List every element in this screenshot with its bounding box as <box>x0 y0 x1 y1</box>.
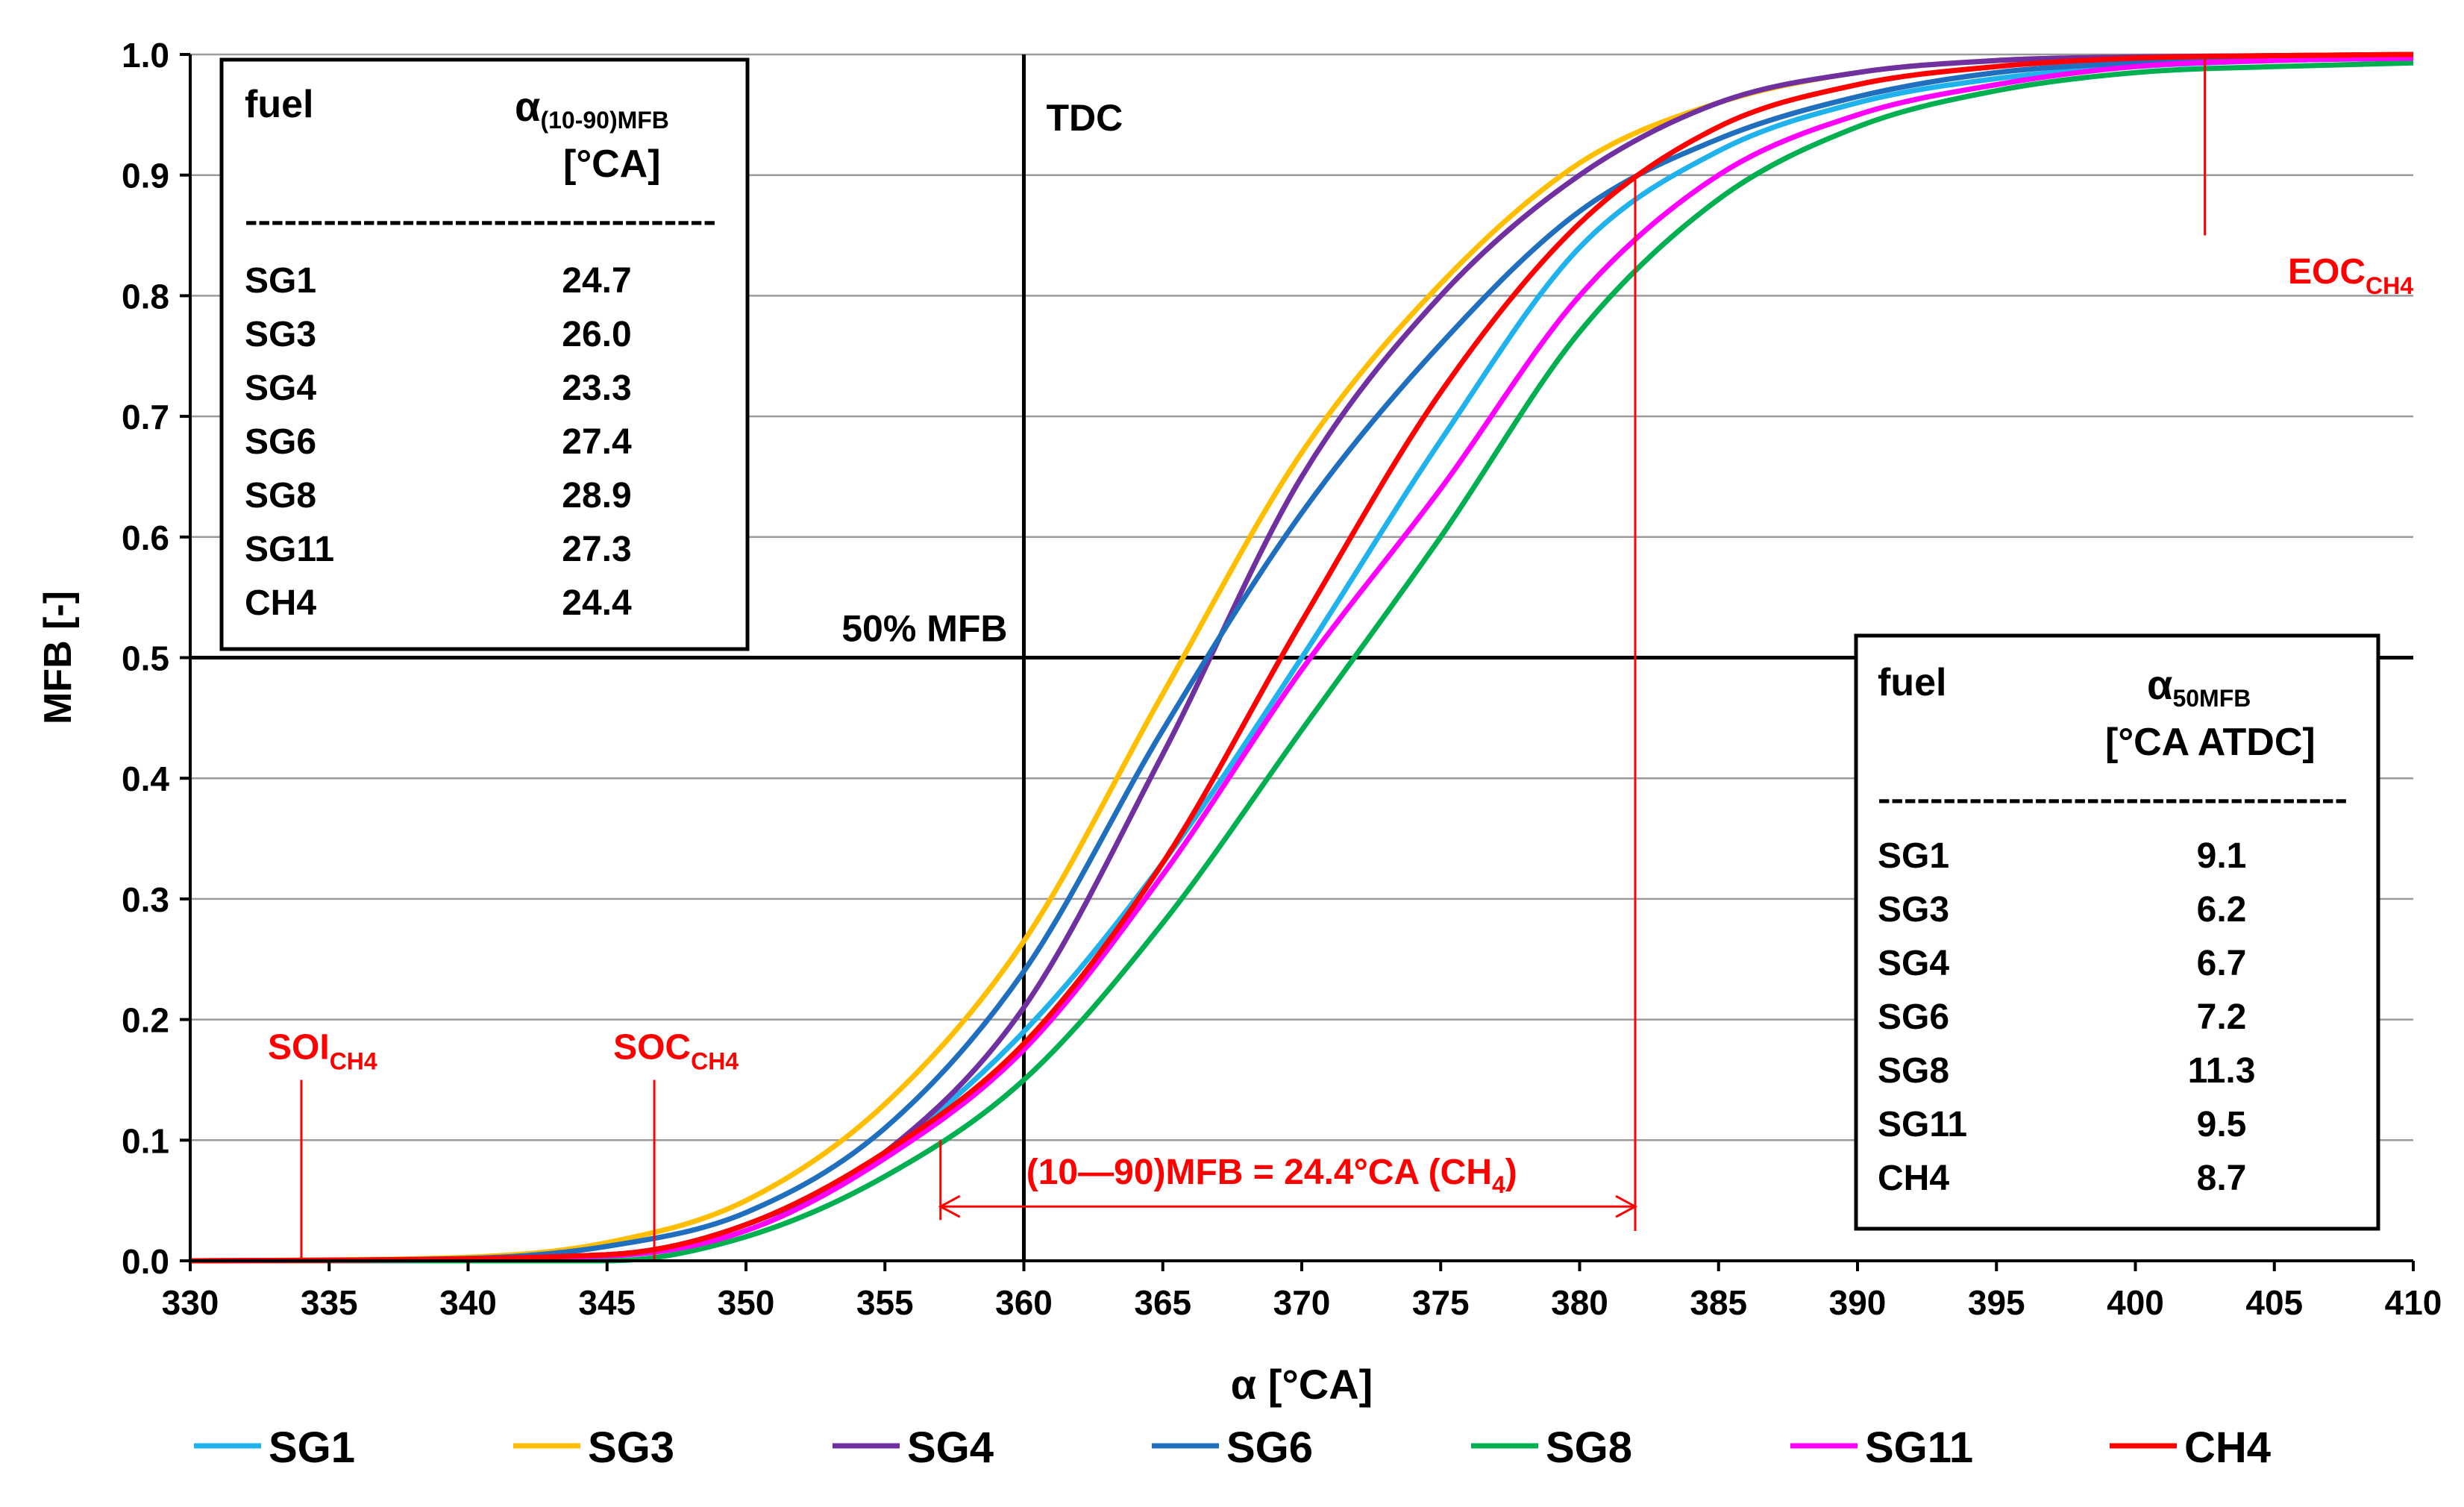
mfb50-table: fuel α50MFB [°CA ATDC] -----------------… <box>1854 633 2380 1231</box>
y-axis-ticks: 0.0 0.1 0.2 0.3 0.4 0.5 0.6 0.7 0.8 0.9 1.0 <box>122 36 190 1281</box>
x-tick-label: 355 <box>856 1283 914 1322</box>
duration-value-cell: 23.3 <box>562 369 631 408</box>
duration-table: fuel α(10-90)MFB [°CA] -----------------… <box>219 57 750 651</box>
series-line-ch4 <box>189 51 2414 1264</box>
mfb50-value-cell: 8.7 <box>2197 1159 2247 1198</box>
duration-value-cell: 24.7 <box>562 261 631 301</box>
x-tick-label: 330 <box>162 1283 219 1322</box>
mfb50-table-box <box>1854 633 2380 1231</box>
legend-label-sg1: SG1 <box>269 1423 355 1472</box>
mfb50-fuel-cell: SG3 <box>1878 890 1949 930</box>
series-line-sg6 <box>189 53 2414 1264</box>
duration-fuel-cell: CH4 <box>245 583 316 623</box>
mfb50-fuel-cell: SG1 <box>1878 836 1949 876</box>
mfb50-divider: ------------------------------------ <box>1878 780 2348 817</box>
mfb50-header-fuel: fuel <box>1878 661 1946 704</box>
duration-value-cell: 27.4 <box>562 422 632 462</box>
x-tick-label: 410 <box>2385 1283 2442 1322</box>
duration-table-box <box>219 57 750 651</box>
duration-fuel-cell: SG11 <box>245 530 334 569</box>
x-tick-label: 385 <box>1690 1283 1747 1322</box>
range-arrow-left-head <box>938 1194 961 1218</box>
x-tick-label: 370 <box>1273 1283 1331 1322</box>
range-label: (10—90)MFB = 24.4°CA (CH4) <box>1026 1153 1517 1198</box>
y-tick-label: 0.8 <box>122 277 169 316</box>
mfb50-header-unit: [°CA ATDC] <box>2105 721 2316 764</box>
mfb50-value-cell: 11.3 <box>2188 1051 2256 1091</box>
eoc-label: EOCCH4 <box>2288 252 2413 299</box>
mfb50-fuel-cell: SG6 <box>1878 997 1949 1037</box>
y-tick-label: 1.0 <box>122 36 169 75</box>
legend: SG1 SG3 SG4 SG6 SG8 SG11 CH4 <box>194 1423 2271 1472</box>
soc-label: SOCCH4 <box>613 1027 739 1074</box>
x-tick-label: 390 <box>1829 1283 1887 1322</box>
x-tick-label: 335 <box>301 1283 358 1322</box>
soi-label: SOICH4 <box>268 1027 377 1074</box>
range-arrow-right-head <box>1615 1194 1638 1218</box>
x-axis-label: α [°CA] <box>1231 1361 1373 1408</box>
duration-value-cell: 28.9 <box>562 476 631 516</box>
mfb50-header-alpha: α50MFB <box>2147 661 2251 712</box>
mfb50-value-cell: 9.5 <box>2197 1105 2247 1144</box>
x-tick-label: 405 <box>2245 1283 2303 1322</box>
mfb50-fuel-cell: CH4 <box>1878 1159 1949 1198</box>
legend-label-sg11: SG11 <box>1865 1423 1973 1472</box>
legend-label-ch4: CH4 <box>2184 1423 2271 1472</box>
duration-header-unit: [°CA] <box>563 142 661 186</box>
duration-value-cell: 27.3 <box>562 530 631 569</box>
x-tick-label: 360 <box>995 1283 1053 1322</box>
series-lines <box>189 51 2414 1264</box>
y-tick-label: 0.4 <box>122 759 169 798</box>
x-tick-label: 345 <box>578 1283 636 1322</box>
x-tick-label: 400 <box>2107 1283 2164 1322</box>
duration-fuel-cell: SG8 <box>245 476 316 516</box>
mfb50-fuel-cell: SG4 <box>1878 944 1949 983</box>
legend-label-sg3: SG3 <box>588 1423 674 1472</box>
x-tick-label: 340 <box>439 1283 497 1322</box>
duration-fuel-cell: SG6 <box>245 422 316 462</box>
y-tick-label: 0.7 <box>122 398 169 436</box>
y-tick-label: 0.9 <box>122 157 169 195</box>
duration-rows: SG1 24.7 SG3 26.0 SG4 23.3 SG6 27.4 SG8 28.9 SG11 2… <box>245 261 632 623</box>
y-tick-label: 0.1 <box>122 1121 169 1160</box>
mfb50-value-cell: 6.7 <box>2197 944 2247 983</box>
y-tick-label: 0.6 <box>122 518 169 557</box>
mfb50-value-cell: 6.2 <box>2197 890 2247 930</box>
duration-value-cell: 26.0 <box>562 315 631 354</box>
x-tick-label: 375 <box>1412 1283 1470 1322</box>
legend-label-sg8: SG8 <box>1546 1423 1632 1472</box>
duration-value-cell: 24.4 <box>562 583 632 623</box>
mfb50-label: 50% MFB <box>841 608 1007 650</box>
duration-fuel-cell: SG3 <box>245 315 316 354</box>
y-tick-label: 0.5 <box>122 639 169 678</box>
mfb50-value-cell: 7.2 <box>2197 997 2247 1037</box>
duration-fuel-cell: SG1 <box>245 261 316 301</box>
x-axis-ticks: 330 335 340 345 350 355 360 365 370 375 380 385 390 3… <box>162 1261 2442 1322</box>
mfb50-fuel-cell: SG11 <box>1878 1105 1967 1144</box>
x-tick-label: 395 <box>1968 1283 2025 1322</box>
y-tick-label: 0.0 <box>122 1242 169 1281</box>
duration-header-alpha: α(10-90)MFB <box>515 83 669 134</box>
mfb50-rows: SG1 9.1 SG3 6.2 SG4 6.7 SG6 7.2 SG8 11.3 SG11 9.5 CH… <box>1878 836 2255 1198</box>
mfb50-value-cell: 9.1 <box>2197 836 2247 876</box>
series-line-sg11 <box>189 55 2414 1264</box>
tdc-label: TDC <box>1047 97 1123 139</box>
y-axis-label: MFB [-] <box>37 591 80 724</box>
series-line-sg8 <box>189 60 2414 1264</box>
y-tick-label: 0.2 <box>122 1001 169 1040</box>
legend-label-sg4: SG4 <box>907 1423 994 1472</box>
x-tick-label: 365 <box>1134 1283 1191 1322</box>
x-tick-label: 350 <box>718 1283 775 1322</box>
x-tick-label: 380 <box>1551 1283 1608 1322</box>
legend-label-sg6: SG6 <box>1226 1423 1313 1472</box>
mfb50-fuel-cell: SG8 <box>1878 1051 1949 1091</box>
duration-header-fuel: fuel <box>245 83 313 126</box>
duration-fuel-cell: SG4 <box>245 369 316 408</box>
duration-divider: ------------------------------------ <box>245 202 716 239</box>
y-tick-label: 0.3 <box>122 880 169 919</box>
